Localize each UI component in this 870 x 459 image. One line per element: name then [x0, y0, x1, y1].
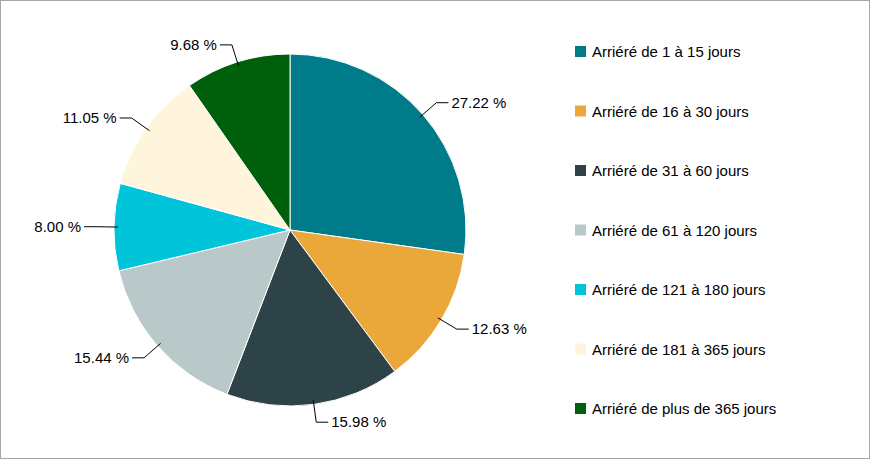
leader-line [313, 400, 328, 422]
legend-swatch [575, 344, 586, 355]
legend-label: Arriéré de 31 à 60 jours [592, 162, 749, 179]
legend-label: Arriéré de 1 à 15 jours [592, 43, 740, 60]
leader-line [132, 343, 161, 357]
leader-line [120, 118, 150, 131]
pie-slice [189, 54, 290, 230]
leader-line [420, 103, 449, 117]
legend: Arriéré de 1 à 15 jours Arriéré de 16 à 3… [575, 43, 776, 417]
chart-frame [1, 1, 870, 459]
legend-label: Arriéré de 61 à 120 jours [592, 222, 757, 239]
legend-label: Arriéré de 16 à 30 jours [592, 103, 749, 120]
legend-label: Arriéré de 181 à 365 jours [592, 341, 765, 358]
data-labels: 27.22 % 12.63 % 15.98 % 15.44 % 8.00 % 11.05 … [34, 36, 526, 430]
data-label: 11.05 % [63, 109, 117, 126]
data-label: 15.98 % [331, 413, 386, 430]
leader-line [84, 226, 118, 227]
leader-line [438, 318, 469, 329]
data-label: 12.63 % [472, 320, 527, 337]
legend-swatch [575, 46, 586, 57]
legend-swatch [575, 106, 586, 117]
legend-swatch [575, 225, 586, 236]
legend-label: Arriéré de 121 à 180 jours [592, 281, 765, 298]
data-label: 15.44 % [74, 349, 129, 366]
leader-line [220, 45, 239, 66]
legend-swatch [575, 403, 586, 414]
legend-label: Arriéré de plus de 365 jours [592, 400, 776, 417]
pie-slice [290, 54, 466, 254]
legend-swatch [575, 165, 586, 176]
chart: 27.22 % 12.63 % 15.98 % 15.44 % 8.00 % 11.05 … [0, 0, 870, 459]
legend-swatch [575, 284, 586, 295]
pie [114, 54, 466, 406]
data-label: 8.00 % [34, 218, 81, 235]
data-label: 27.22 % [451, 94, 506, 111]
data-label: 9.68 % [170, 36, 217, 53]
